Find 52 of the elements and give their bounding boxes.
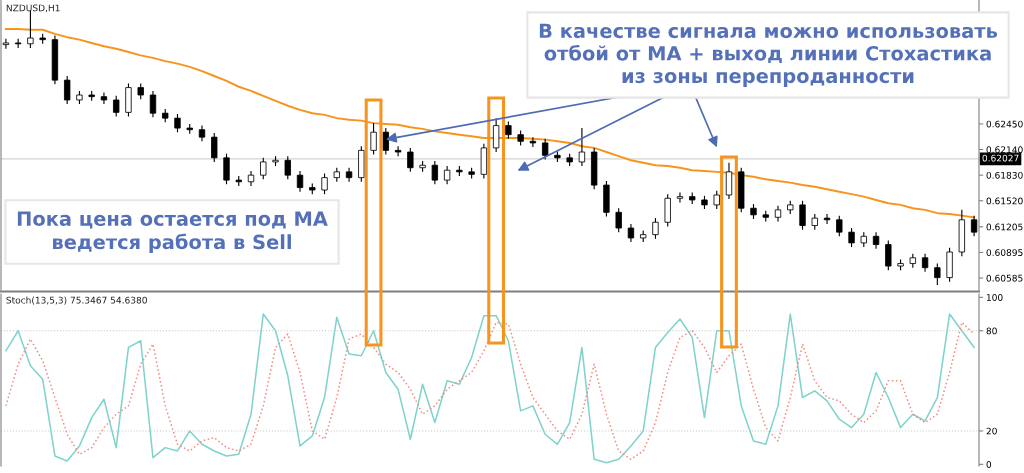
candlestick: [848, 227, 855, 248]
candlestick: [394, 145, 402, 157]
candlestick: [725, 162, 733, 200]
y-tick-label: 0.61205: [986, 223, 1023, 231]
candlestick: [149, 90, 157, 118]
chart-title: NZDUSD,H1: [6, 4, 60, 13]
candlestick: [713, 190, 720, 210]
y-tick-label: 0.60895: [986, 249, 1023, 256]
candlestick: [407, 147, 414, 173]
annotation: В качестве сигнала можно использовать отбой от MA + выход линии Стохастика из зоны перепроданности: [539, 23, 998, 87]
annotation: Пока цена остается под MA ведется работа в Sell: [17, 211, 328, 254]
candlestick: [223, 153, 230, 185]
candlestick: [885, 239, 892, 271]
y-tick-label: 20: [986, 427, 997, 435]
candlestick: [296, 170, 304, 193]
ref-line-label: 0.62027: [982, 154, 1019, 162]
candlestick: [921, 253, 929, 273]
candlestick: [100, 91, 108, 105]
candlestick: [934, 263, 941, 286]
candlestick: [541, 138, 549, 161]
y-tick-label: 0.62450: [986, 120, 1023, 128]
candlestick: [211, 132, 218, 163]
candlestick: [2, 38, 10, 50]
candlestick: [321, 172, 328, 195]
y-tick-label: 0.61830: [986, 171, 1023, 179]
y-tick-label: 0.60585: [986, 274, 1023, 282]
candlestick: [627, 223, 635, 243]
candlestick: [370, 122, 377, 156]
candlestick: [676, 191, 684, 203]
candlestick: [529, 136, 537, 148]
candlestick: [664, 193, 671, 227]
candlestick: [652, 217, 659, 240]
y-tick-label: 0.62140: [986, 146, 1023, 154]
candlestick: [443, 165, 451, 185]
y-tick-label: 80: [986, 327, 997, 335]
candlestick: [284, 155, 291, 180]
candlestick: [431, 160, 439, 185]
candlestick: [836, 215, 843, 237]
candlestick: [260, 157, 267, 180]
y-tick-label: 0: [986, 461, 992, 468]
y-tick-label: 0.61520: [986, 197, 1023, 205]
candlestick: [492, 117, 500, 153]
candlestick: [615, 207, 622, 233]
y-tick-label: 100: [986, 294, 1003, 301]
candlestick: [578, 127, 586, 167]
candlestick: [64, 75, 71, 105]
candlestick: [113, 95, 120, 118]
chart-title: Stoch(13,5,3) 75.3467 54.6380: [6, 296, 147, 305]
candlestick: [382, 127, 389, 156]
candlestick: [174, 113, 181, 133]
candlestick: [799, 200, 806, 231]
candlestick: [823, 213, 831, 225]
